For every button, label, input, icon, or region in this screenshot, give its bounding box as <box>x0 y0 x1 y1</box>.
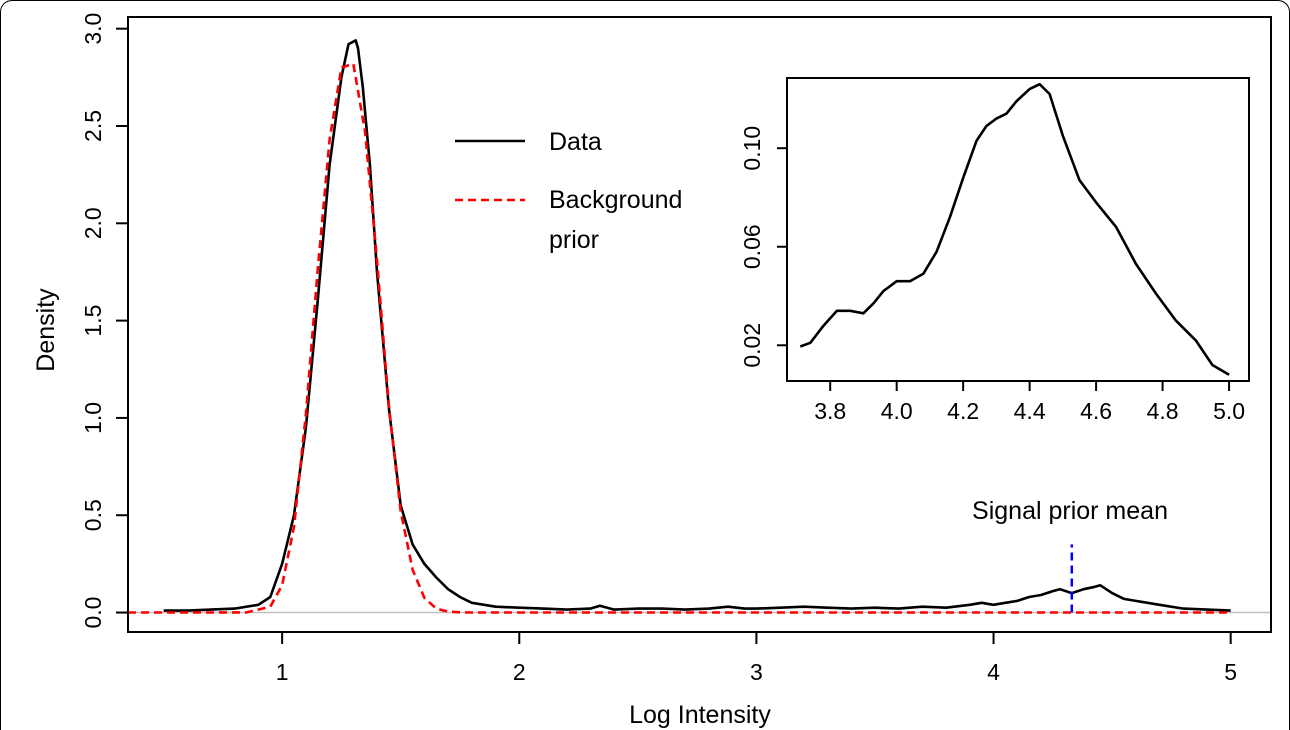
inset-x-tick-label: 4.8 <box>1147 398 1179 424</box>
inset-y-axis: 0.02 0.06 0.10 <box>739 126 787 368</box>
inset-y-tick-label: 0.02 <box>739 323 765 368</box>
main-plot: 1 2 3 4 5 0.0 0.5 1.0 1.5 2.0 2.5 3.0 Log Intensit… <box>32 13 1272 729</box>
main-y-axis: 0.0 0.5 1.0 1.5 2.0 2.5 3.0 <box>80 13 128 629</box>
legend: Data Background prior <box>455 128 682 254</box>
inset-y-tick-label: 0.06 <box>739 224 765 269</box>
signal-prior-mean-annotation: Signal prior mean <box>972 497 1168 525</box>
inset-plot: 3.8 4.0 4.2 4.4 4.6 4.8 5.0 0.02 0.06 0.10 <box>739 77 1250 424</box>
inset-x-tick-label: 5.0 <box>1213 398 1245 424</box>
x-tick-label: 3 <box>750 659 763 685</box>
main-series-group <box>128 39 1231 614</box>
inset-series-group <box>799 82 1230 376</box>
y-axis-label: Density <box>32 288 60 372</box>
y-tick-label: 1.0 <box>80 402 106 434</box>
inset-y-tick-label: 0.10 <box>739 126 765 171</box>
inset-background <box>787 78 1249 381</box>
y-tick-label: 1.5 <box>80 305 106 337</box>
legend-label-background: Background <box>549 186 682 214</box>
y-tick-label: 2.5 <box>80 110 106 142</box>
inset-x-tick-label: 4.4 <box>1014 398 1046 424</box>
inset-x-axis: 3.8 4.0 4.2 4.4 4.6 4.8 5.0 <box>814 381 1245 424</box>
x-tick-label: 2 <box>513 659 526 685</box>
inset-plot-box <box>786 77 1250 382</box>
legend-label-data: Data <box>549 128 602 156</box>
x-axis-label: Log Intensity <box>629 701 771 729</box>
y-tick-label: 3.0 <box>80 13 106 45</box>
x-tick-label: 1 <box>276 659 289 685</box>
main-plot-box <box>127 16 1272 633</box>
series-line-background-prior <box>128 62 1231 614</box>
inset-x-tick-label: 4.0 <box>881 398 913 424</box>
legend-label-prior: prior <box>549 226 599 254</box>
inset-series-line <box>799 82 1230 376</box>
x-tick-label: 5 <box>1224 659 1237 685</box>
main-x-axis: 1 2 3 4 5 <box>276 632 1237 685</box>
y-tick-label: 2.0 <box>80 207 106 239</box>
y-tick-label: 0.0 <box>80 597 106 629</box>
inset-x-tick-label: 3.8 <box>814 398 846 424</box>
series-line-data <box>163 39 1231 612</box>
x-tick-label: 4 <box>987 659 1000 685</box>
inset-x-tick-label: 4.6 <box>1080 398 1112 424</box>
y-tick-label: 0.5 <box>80 499 106 531</box>
inset-x-tick-label: 4.2 <box>947 398 979 424</box>
